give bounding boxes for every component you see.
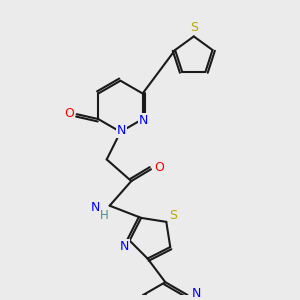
Text: N: N [120, 240, 129, 253]
Text: H: H [100, 209, 109, 222]
Text: N: N [117, 124, 126, 137]
Text: O: O [64, 107, 74, 120]
Text: S: S [190, 21, 198, 34]
Text: N: N [91, 201, 101, 214]
Text: O: O [154, 161, 164, 174]
Text: N: N [139, 114, 148, 127]
Text: S: S [169, 209, 177, 223]
Text: N: N [192, 286, 201, 299]
